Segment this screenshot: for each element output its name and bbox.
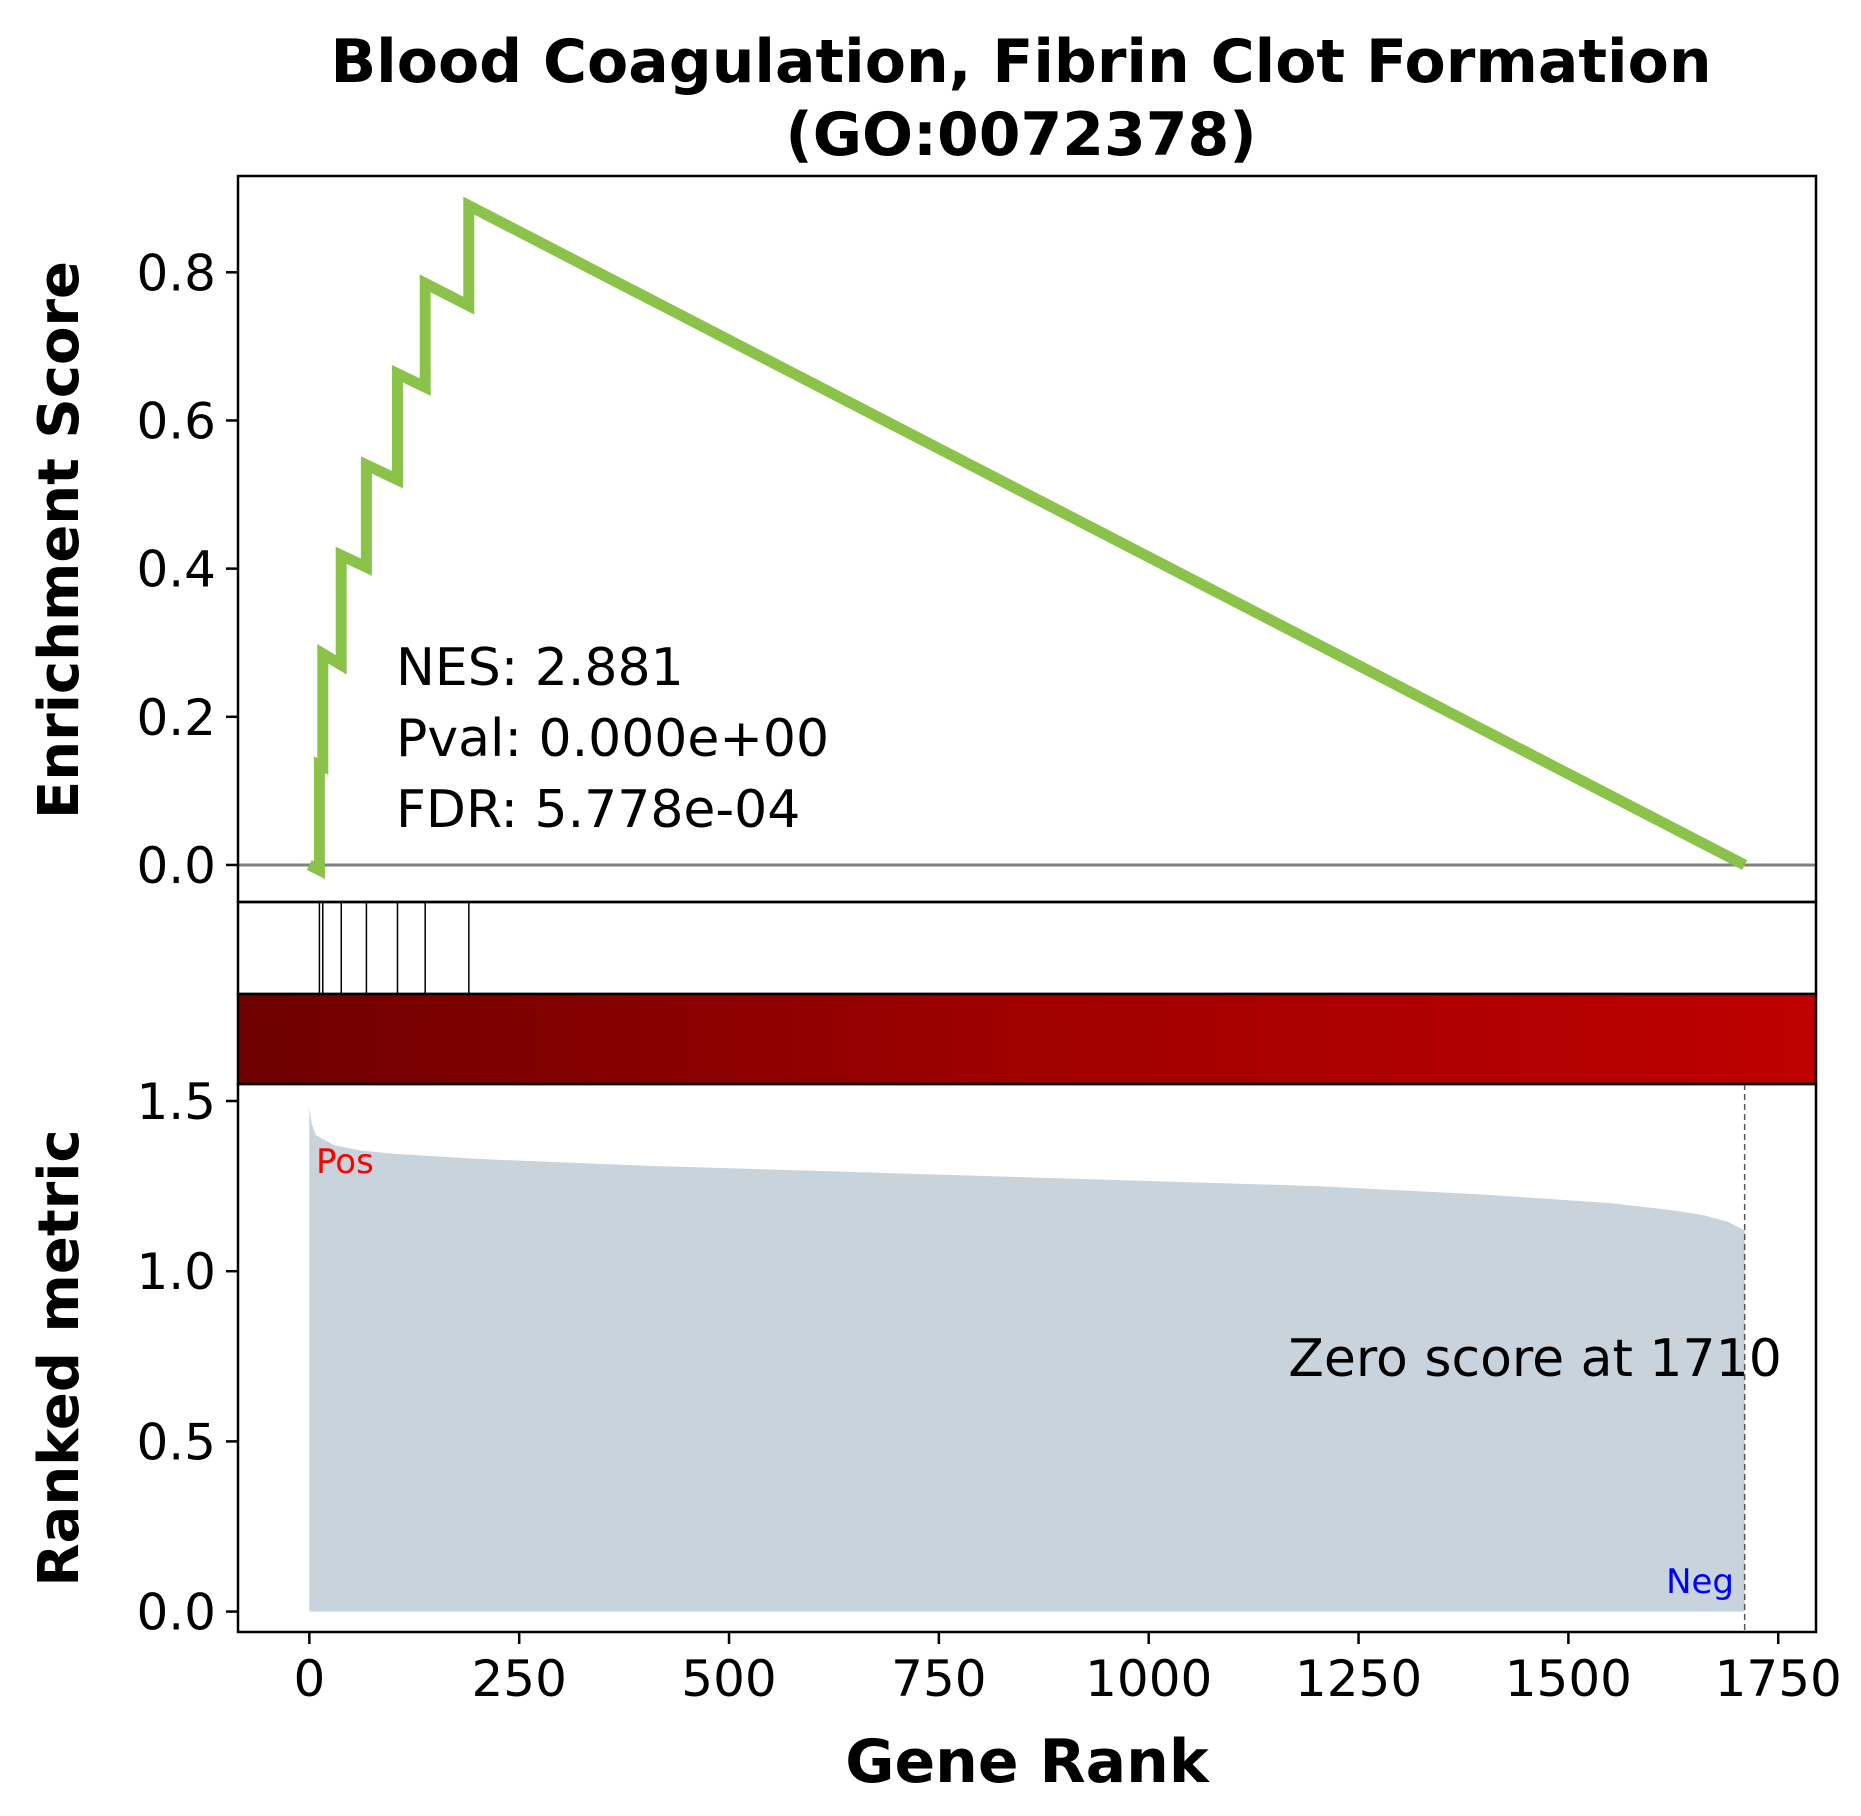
es-y-ticks: 0.0 0.2 0.4 0.6 0.8 [136, 244, 238, 895]
metric-axes-frame [236, 1082, 1818, 1634]
x-tick-label: 250 [471, 1650, 566, 1708]
x-axis-label: Gene Rank [845, 1727, 1211, 1797]
metric-y-tick-label: 0.5 [136, 1413, 216, 1471]
hits-axes-frame [236, 900, 1818, 996]
metric-y-ticks: 0.0 0.5 1.0 1.5 [136, 1073, 238, 1642]
pos-label: Pos [316, 1142, 374, 1182]
pval-text: Pval: 0.000e+00 [396, 709, 829, 769]
fdr-text: FDR: 5.778e-04 [396, 780, 800, 840]
ranked-metric-area [309, 1107, 1745, 1612]
rank-heatmap-bar [236, 992, 1818, 1086]
x-tick-label: 1750 [1715, 1650, 1842, 1708]
neg-label: Neg [1666, 1562, 1734, 1602]
es-y-tick-label: 0.4 [136, 541, 216, 599]
metric-y-tick-label: 1.5 [136, 1073, 216, 1131]
x-tick-label: 1000 [1085, 1650, 1212, 1708]
hits-panel [236, 900, 1818, 996]
es-y-tick-label: 0.8 [136, 244, 216, 302]
es-y-axis-label: Enrichment Score [27, 261, 92, 819]
es-y-tick-label: 0.0 [136, 837, 216, 895]
x-tick-label: 1500 [1505, 1650, 1632, 1708]
x-tick-label: 750 [891, 1650, 986, 1708]
x-axis-ticks: 0 250 500 750 1000 1250 1500 1750 [293, 1632, 1842, 1708]
es-y-tick-label: 0.2 [136, 689, 216, 747]
enrichment-panel: 0.0 0.2 0.4 0.6 0.8 NES: 2.881 Pval: 0.000e+… [27, 174, 1818, 904]
metric-y-tick-label: 0.0 [136, 1584, 216, 1642]
hit-lines [318, 902, 470, 994]
metric-y-tick-label: 1.0 [136, 1243, 216, 1301]
nes-text: NES: 2.881 [396, 638, 684, 698]
x-tick-label: 0 [293, 1650, 325, 1708]
es-y-tick-label: 0.6 [136, 392, 216, 450]
es-running-score-line [306, 196, 1748, 880]
ranked-metric-panel: Pos Neg Zero score at 1710 0.00.51.01.5 … [27, 1073, 1842, 1797]
zero-score-label: Zero score at 1710 [1288, 1329, 1782, 1389]
chart-title-line2: (GO:0072378) [785, 100, 1256, 170]
x-tick-label: 500 [681, 1650, 776, 1708]
metric-y-axis-label: Ranked metric [27, 1129, 92, 1586]
chart-title-line1: Blood Coagulation, Fibrin Clot Formation [330, 27, 1711, 97]
x-tick-label: 1250 [1295, 1650, 1422, 1708]
